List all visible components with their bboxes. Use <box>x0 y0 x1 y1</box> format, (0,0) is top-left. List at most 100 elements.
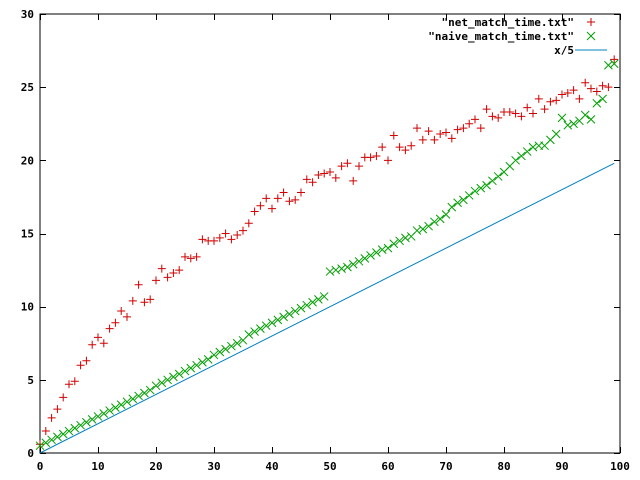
data-point <box>285 309 294 319</box>
data-point <box>41 438 51 448</box>
data-point <box>134 280 143 289</box>
data-point <box>250 327 259 336</box>
data-point <box>35 441 45 451</box>
data-point <box>465 119 474 128</box>
data-point <box>36 440 44 449</box>
data-point <box>215 233 224 242</box>
data-point <box>331 173 340 182</box>
data-point <box>233 230 242 239</box>
data-point <box>94 333 102 342</box>
data-point <box>111 403 120 412</box>
data-point <box>587 84 595 93</box>
data-point <box>175 266 184 275</box>
data-point <box>122 397 132 407</box>
data-point <box>186 363 196 373</box>
data-point <box>117 307 126 316</box>
data-point <box>430 217 439 227</box>
data-point <box>157 378 167 388</box>
data-point <box>360 254 370 263</box>
data-point <box>343 262 352 272</box>
data-point <box>383 243 393 253</box>
y-tick-label: 10 <box>21 301 34 314</box>
data-point <box>215 347 225 357</box>
data-point <box>41 427 50 436</box>
data-point <box>111 318 120 327</box>
data-point <box>435 214 445 224</box>
data-point <box>348 259 358 269</box>
x-tick-label: 0 <box>37 460 44 473</box>
data-point <box>227 341 236 351</box>
data-point <box>128 296 137 305</box>
data-point <box>592 98 602 108</box>
data-point <box>163 273 172 282</box>
data-point <box>413 124 421 133</box>
data-point <box>279 188 288 197</box>
data-point <box>256 201 265 210</box>
data-point <box>372 151 381 160</box>
data-point <box>610 55 619 64</box>
data-point <box>337 264 346 273</box>
series-layer <box>35 55 619 454</box>
legend-marker <box>586 31 596 41</box>
data-point <box>551 129 561 139</box>
data-point <box>349 176 358 185</box>
data-point <box>140 388 149 398</box>
data-point <box>482 105 491 114</box>
data-point <box>285 197 294 206</box>
data-point <box>58 429 68 439</box>
data-point <box>598 94 607 104</box>
data-point <box>401 146 410 155</box>
x-tick-label: 100 <box>610 460 630 473</box>
data-point <box>493 172 503 181</box>
data-point <box>366 153 375 162</box>
data-point <box>116 400 126 410</box>
data-point <box>319 292 329 301</box>
data-point <box>64 426 74 436</box>
data-point <box>366 251 375 260</box>
data-point <box>580 110 590 120</box>
data-point <box>517 112 526 121</box>
data-point <box>384 156 392 165</box>
data-point <box>534 94 543 103</box>
data-point <box>93 412 103 421</box>
data-point <box>140 298 149 307</box>
data-point <box>372 248 381 257</box>
data-point <box>581 78 590 87</box>
data-point <box>314 170 323 179</box>
data-point <box>87 414 97 424</box>
data-point <box>355 162 363 171</box>
data-point <box>447 134 456 143</box>
data-point <box>308 297 317 307</box>
data-point <box>267 318 277 328</box>
data-point <box>209 350 219 360</box>
data-point <box>343 159 352 168</box>
data-point <box>302 300 312 310</box>
data-point <box>470 186 480 196</box>
data-point <box>82 417 91 427</box>
y-tick-label: 0 <box>27 447 34 460</box>
data-point <box>47 413 56 422</box>
data-point <box>517 151 526 161</box>
series-2 <box>39 162 615 454</box>
data-point <box>65 380 73 389</box>
data-point <box>134 391 143 401</box>
data-point <box>308 178 317 187</box>
data-point <box>558 90 566 99</box>
x-tick-label: 60 <box>381 460 394 473</box>
data-point <box>377 245 387 254</box>
data-point <box>273 315 283 325</box>
data-point <box>105 406 114 415</box>
x-tick-label: 80 <box>497 460 510 473</box>
data-point <box>273 194 282 203</box>
data-point <box>302 175 311 184</box>
data-point <box>123 312 131 321</box>
data-point <box>297 188 305 197</box>
data-point <box>47 435 56 445</box>
data-point <box>389 239 399 249</box>
data-point <box>76 420 85 430</box>
data-point <box>569 119 578 129</box>
y-tick-label: 5 <box>27 374 34 387</box>
data-point <box>244 330 254 339</box>
data-point <box>203 354 213 364</box>
